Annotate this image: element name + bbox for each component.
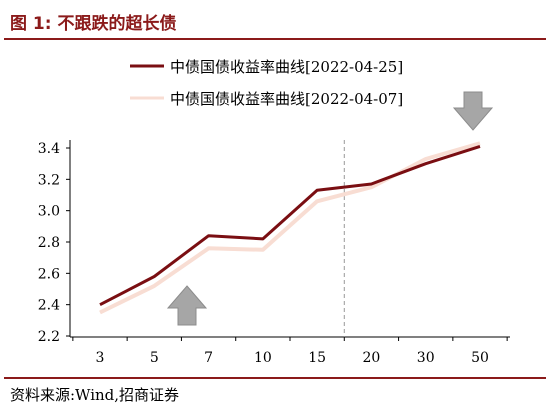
y-tick-label: 2.8 [38, 235, 60, 251]
x-tick-label: 30 [417, 350, 435, 366]
x-axis-ticks: 3 5 7 10 15 20 30 50 [72, 337, 508, 366]
series-line-0425 [99, 144, 481, 307]
x-tick-label: 50 [471, 350, 489, 366]
y-tick-label: 2.4 [38, 298, 60, 314]
x-tick-label: 10 [254, 350, 272, 366]
axes [69, 140, 510, 338]
y-tick-label: 2.6 [38, 266, 60, 282]
down-arrow-icon [452, 91, 494, 131]
title-divider [4, 38, 546, 40]
source-divider [4, 377, 546, 379]
x-tick-label: 5 [150, 350, 159, 366]
figure-header: 图 1: 不跟跌的超长债 [0, 0, 550, 40]
series-line-0407 [99, 141, 481, 315]
legend: 中债国债收益率曲线[2022-04-25] 中债国债收益率曲线[2022-04-… [130, 58, 403, 108]
y-tick-label: 2.2 [38, 329, 60, 345]
legend-label-0425: 中债国债收益率曲线[2022-04-25] [170, 58, 403, 76]
source-note: 资料来源:Wind,招商证券 [10, 386, 180, 404]
x-tick-label: 7 [204, 350, 213, 366]
legend-label-0407: 中债国债收益率曲线[2022-04-07] [170, 90, 403, 108]
yield-curve-chart: 中债国债收益率曲线[2022-04-25] 中债国债收益率曲线[2022-04-… [38, 58, 510, 366]
up-arrow-icon [166, 285, 208, 326]
series-lines [99, 141, 481, 315]
y-axis-ticks: 2.2 2.4 2.6 2.8 3.0 3.2 3.4 [38, 141, 70, 345]
x-tick-label: 3 [96, 350, 105, 366]
y-tick-label: 3.0 [38, 204, 60, 220]
y-tick-label: 3.2 [38, 172, 60, 188]
arrows [166, 91, 494, 326]
x-tick-label: 20 [363, 350, 381, 366]
x-tick-label: 15 [308, 350, 326, 366]
y-tick-label: 3.4 [38, 141, 60, 157]
figure-title: 图 1: 不跟跌的超长债 [10, 14, 177, 34]
